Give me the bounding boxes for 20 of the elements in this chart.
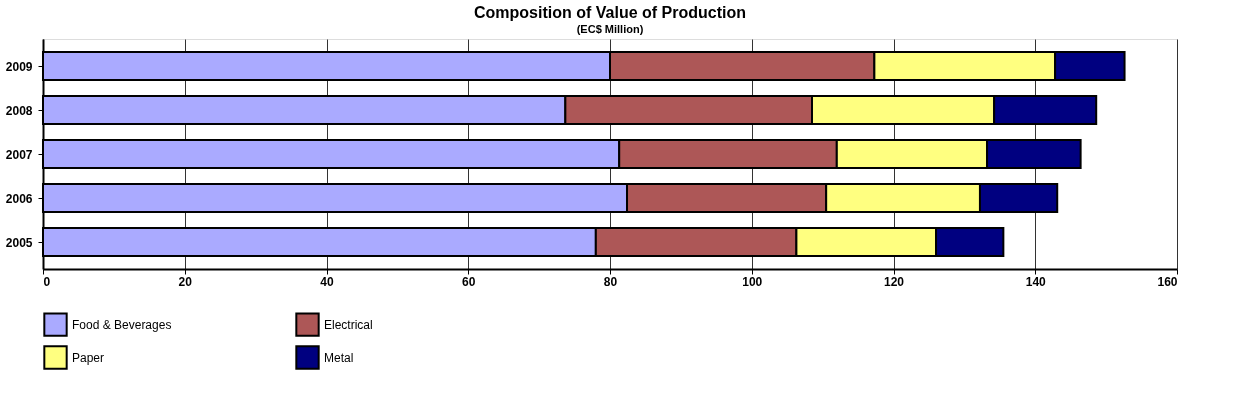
legend-label: Metal: [324, 350, 354, 365]
x-tick-label: 120: [883, 274, 905, 289]
x-tick-label: 60: [462, 274, 476, 289]
chart-title: Composition of Value of Production: [474, 4, 746, 21]
chart-subtitle: (EC$ Million): [576, 23, 644, 35]
x-tick-label: 0: [43, 274, 51, 289]
legend-label: Electrical: [324, 317, 373, 332]
x-tick-label: 100: [742, 274, 763, 289]
x-tick-label: 160: [1157, 274, 1178, 289]
y-tick-label: 2007: [5, 147, 33, 162]
x-tick-label: 40: [320, 274, 334, 289]
x-tick-label: 20: [178, 274, 193, 289]
x-tick-label: 80: [603, 274, 618, 289]
x-tick-label: 140: [1025, 274, 1047, 289]
y-tick-label: 2005: [5, 235, 33, 250]
y-tick-label: 2009: [5, 59, 33, 74]
y-tick-label: 2006: [5, 191, 33, 206]
legend-label: Paper: [72, 350, 105, 365]
y-tick-label: 2008: [5, 103, 33, 118]
legend-label: Food & Beverages: [72, 317, 172, 332]
